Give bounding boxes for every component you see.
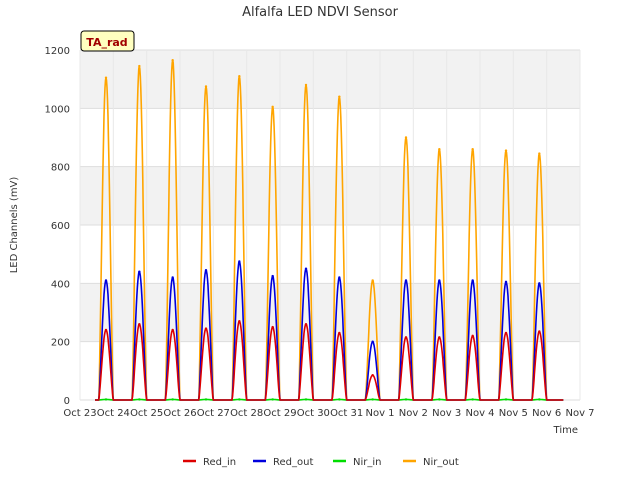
data-point-red-in [538,330,541,333]
data-point-nir-out [371,279,374,282]
x-tick-label: Oct 31 [330,408,363,419]
x-tick-label: Oct 30 [297,408,330,419]
x-tick-label: Nov 1 [365,408,394,419]
data-point-nir-out [271,105,274,109]
x-tick-label: Nov 5 [499,408,528,419]
data-point-red-in [471,334,474,338]
x-tick-label: Nov 3 [432,408,461,419]
data-point-nir-out [104,76,108,79]
data-point-red-in [304,322,308,326]
x-tick-label: Nov 2 [399,408,428,419]
data-point-nir-in [304,398,308,401]
legend-label: Nir_out [423,457,459,468]
data-point-nir-in [438,398,441,401]
data-point-red-in [104,328,108,332]
chart-title: Alfalfa LED NDVI Sensor [242,5,399,20]
data-point-red-in [504,331,508,335]
data-point-red-out [438,279,441,282]
data-point-red-out [371,340,374,343]
data-point-red-in [404,336,408,339]
data-point-nir-out [404,136,408,139]
legend-item-red-out: Red_out [253,457,313,468]
data-point-red-out [304,267,308,270]
data-point-nir-out [538,152,541,155]
legend-label: Red_out [273,457,313,468]
legend-item-nir-in: Nir_in [333,457,382,468]
data-point-nir-in [338,398,341,401]
legend: Red_in Red_out Nir_in Nir_out [183,457,459,468]
data-point-red-out [471,279,474,282]
y-tick-label: 200 [51,338,70,349]
data-point-red-in [171,328,174,332]
data-point-nir-out [171,59,174,62]
plot-band [80,166,580,225]
data-point-red-out [404,279,408,282]
data-point-nir-out [504,149,508,152]
ta-rad-badge: TA_rad [80,30,135,52]
data-point-red-out [338,276,341,279]
ta-rad-badge-label: TA_rad [86,36,127,49]
x-tick-label: Nov 6 [532,408,561,419]
legend-label: Nir_in [353,457,382,468]
x-tick-label: Nov 4 [465,408,494,419]
x-tick-label: Oct 29 [263,408,296,419]
x-tick-label: Oct 24 [97,408,130,419]
data-point-red-out [271,274,274,278]
y-tick-label: 600 [51,221,70,232]
x-tick-label: Nov 7 [565,408,594,419]
data-point-red-out [104,279,108,282]
series-line-red-in [95,320,564,401]
data-point-red-out [238,260,241,263]
data-point-nir-in [404,398,408,401]
data-point-red-in [371,374,374,377]
data-point-nir-out [471,147,474,151]
data-point-nir-out [304,83,308,87]
y-tick-label: 800 [51,163,70,174]
data-point-red-in [204,327,208,330]
y-axis-label: LED Channels (mV) [9,177,20,274]
data-point-nir-in [504,398,508,401]
x-tick-label: Oct 23 [63,408,96,419]
data-point-nir-out [204,85,208,88]
data-point-red-in [338,331,341,335]
data-point-nir-in [538,398,541,401]
x-tick-label: Oct 28 [230,408,263,419]
data-point-red-out [171,276,174,279]
data-point-red-in [238,320,241,323]
y-tick-label: 1200 [45,46,70,57]
legend-item-nir-out: Nir_out [403,457,459,468]
data-point-red-in [438,336,441,339]
x-axis-label: Time [553,425,578,436]
x-tick-label: Oct 25 [130,408,163,419]
data-point-nir-out [338,95,341,98]
data-point-nir-in [371,398,374,401]
y-tick-label: 400 [51,279,70,290]
legend-item-red-in: Red_in [183,457,236,468]
data-point-nir-out [438,147,441,151]
data-point-red-out [138,270,141,273]
data-point-nir-in [138,398,141,401]
y-tick-label: 0 [64,396,70,407]
plot-band [80,50,580,109]
y-tick-label: 1000 [45,104,70,115]
data-point-red-in [271,325,274,329]
data-point-nir-in [238,398,241,401]
data-point-red-out [204,269,208,272]
plot-band [80,283,580,342]
data-point-nir-in [204,398,208,401]
x-tick-label: Oct 27 [197,408,230,419]
data-point-nir-in [271,398,274,401]
data-point-nir-out [238,75,241,78]
data-point-red-out [538,282,541,285]
data-point-red-in [138,322,141,326]
x-tick-label: Oct 26 [163,408,196,419]
data-point-nir-out [138,64,141,68]
data-point-nir-in [104,398,108,401]
data-point-nir-in [471,398,474,401]
data-point-nir-in [171,398,174,401]
legend-label: Red_in [203,457,236,468]
data-point-red-out [504,280,508,284]
